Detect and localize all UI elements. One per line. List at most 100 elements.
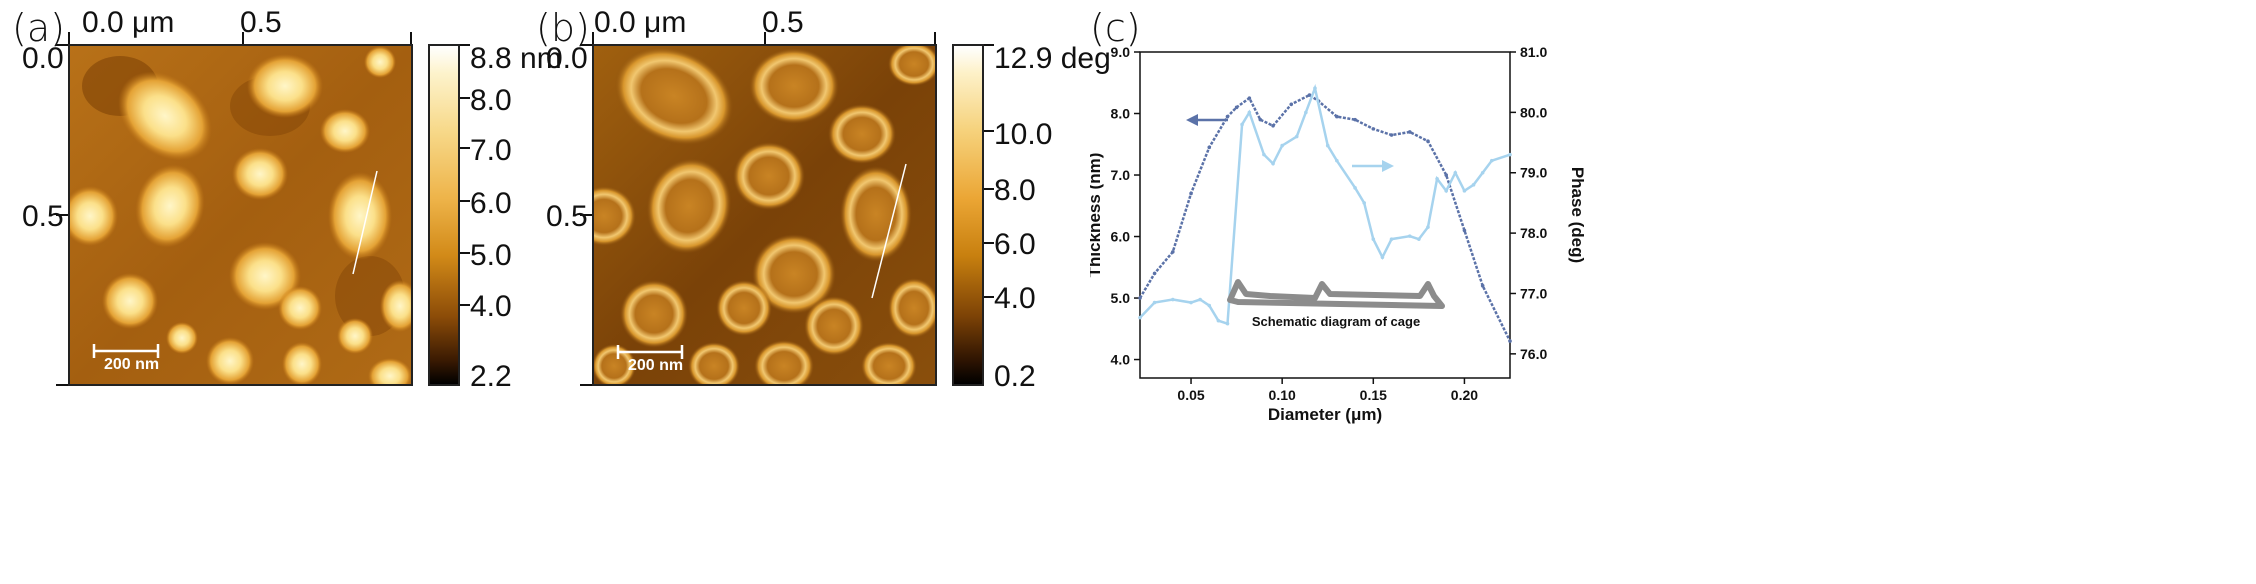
afm-phase-image: 200 nm bbox=[592, 44, 937, 386]
panel-a-left-tick-1: 0.5 bbox=[22, 200, 64, 233]
panel-b-top-tick-1: 0.5 bbox=[762, 6, 804, 39]
data-point-phase bbox=[1198, 297, 1202, 302]
panel-a-tick-mark bbox=[56, 384, 70, 386]
data-point-thickness bbox=[1138, 296, 1142, 300]
series-line-phase bbox=[1139, 83, 1511, 326]
panel-a-tick-mark bbox=[410, 32, 412, 46]
data-point-thickness bbox=[1335, 114, 1339, 119]
data-point-thickness bbox=[1152, 271, 1157, 276]
data-point-thickness bbox=[1207, 145, 1212, 150]
data-point-phase bbox=[1371, 237, 1376, 241]
data-point-phase bbox=[1417, 237, 1421, 241]
panel-b-colorbar bbox=[952, 44, 984, 386]
data-point-thickness bbox=[1371, 127, 1376, 131]
panel-b-colorbar-tick: 0.2 bbox=[994, 360, 1036, 393]
data-point-phase bbox=[1462, 189, 1467, 193]
data-point-thickness bbox=[1353, 117, 1357, 122]
data-point-phase bbox=[1426, 225, 1430, 229]
panel-a-tick-mark bbox=[56, 214, 70, 216]
arrow-right-head-icon bbox=[1382, 160, 1394, 172]
afm-height-image: 200 nm bbox=[68, 44, 413, 386]
y-tick-label: 6.0 bbox=[1111, 229, 1131, 245]
panel-a-tick-mark bbox=[68, 32, 70, 46]
data-point-thickness bbox=[1171, 250, 1175, 254]
data-point-thickness bbox=[1225, 114, 1230, 119]
line-chart: 0.05 0.10 0.15 0.20 4.0 5.0 6.0 7.0 8.0 9.0 76.0 77… bbox=[1085, 0, 2256, 584]
y2-tick-label: 79.0 bbox=[1520, 165, 1547, 181]
panel-a-label: (a) bbox=[12, 6, 65, 50]
panel-a-top-tick-1: 0.5 bbox=[240, 6, 282, 39]
cb-a-tick-mark bbox=[460, 44, 470, 46]
cb-b-tick-mark bbox=[984, 188, 994, 190]
data-point-phase bbox=[1271, 161, 1275, 166]
x-tick-label: 0.10 bbox=[1269, 387, 1296, 403]
data-point-phase bbox=[1508, 152, 1512, 157]
x-axis-label: Diameter (μm) bbox=[1268, 405, 1382, 424]
data-point-phase bbox=[1138, 315, 1142, 320]
data-point-thickness bbox=[1189, 191, 1193, 196]
data-point-phase bbox=[1453, 170, 1458, 175]
panel-b-tick-mark bbox=[580, 44, 594, 46]
panel-b-top-tick-0: 0.0 μm bbox=[594, 6, 687, 39]
cage-annotation: Schematic diagram of cage bbox=[1252, 314, 1420, 329]
data-point-phase bbox=[1471, 183, 1476, 187]
x-tick-label: 0.05 bbox=[1177, 387, 1204, 403]
y-tick-label: 8.0 bbox=[1111, 106, 1131, 122]
data-point-phase bbox=[1444, 189, 1449, 193]
panel-b-tick-mark bbox=[764, 32, 766, 46]
y2-tick-label: 81.0 bbox=[1520, 44, 1547, 60]
panel-b-scalebar-label: 200 nm bbox=[628, 357, 684, 374]
data-point-thickness bbox=[1462, 228, 1467, 233]
y2-axis-label: Phase (deg) bbox=[1568, 167, 1587, 263]
y2-tick-label: 80.0 bbox=[1520, 104, 1547, 120]
panel-a-top-tick-0: 0.0 μm bbox=[82, 6, 175, 39]
y-tick-label: 9.0 bbox=[1111, 44, 1131, 60]
data-point-phase bbox=[1480, 170, 1485, 175]
data-point-thickness bbox=[1508, 339, 1512, 343]
data-point-thickness bbox=[1247, 96, 1252, 100]
y2-tick-label: 78.0 bbox=[1520, 225, 1547, 241]
y-tick-label: 4.0 bbox=[1111, 352, 1131, 368]
cb-a-tick-mark bbox=[460, 97, 470, 99]
data-point-phase bbox=[1294, 134, 1299, 139]
panel-a-colorbar bbox=[428, 44, 460, 386]
panel-b-tick-mark bbox=[592, 32, 594, 46]
data-point-phase bbox=[1489, 158, 1494, 163]
cb-a-tick-mark bbox=[460, 252, 470, 254]
data-point-thickness bbox=[1444, 173, 1449, 177]
data-point-phase bbox=[1225, 321, 1230, 326]
data-point-thickness bbox=[1289, 102, 1294, 107]
cb-b-tick-mark bbox=[984, 130, 994, 132]
cb-a-tick-mark bbox=[460, 304, 470, 306]
cb-a-tick-mark bbox=[460, 200, 470, 202]
data-point-phase bbox=[1207, 303, 1212, 308]
data-point-thickness bbox=[1234, 105, 1239, 110]
cb-b-tick-mark bbox=[984, 296, 994, 298]
panel-b-colorbar-tick: 4.0 bbox=[994, 282, 1036, 315]
panel-b-colorbar-tick: 6.0 bbox=[994, 228, 1036, 261]
panel-b-label: (b) bbox=[536, 6, 590, 50]
panel-c-label: (c) bbox=[1090, 6, 1141, 50]
panel-b-tick-mark bbox=[934, 32, 936, 46]
panel-b-colorbar-max: 12.9 deg bbox=[994, 42, 1111, 75]
panel-b-colorbar-tick: 10.0 bbox=[994, 118, 1053, 151]
cage-schematic-icon bbox=[1227, 279, 1445, 309]
data-point-phase bbox=[1325, 143, 1330, 148]
data-point-phase bbox=[1389, 237, 1394, 241]
panel-a-colorbar-tick: 8.0 bbox=[470, 84, 512, 117]
panel-a-colorbar-tick: 7.0 bbox=[470, 134, 512, 167]
y-tick-label: 7.0 bbox=[1111, 167, 1131, 183]
x-tick-label: 0.15 bbox=[1360, 387, 1387, 403]
panel-a-colorbar-tick: 2.2 bbox=[470, 360, 512, 393]
cb-a-tick-mark bbox=[460, 147, 470, 149]
data-point-phase bbox=[1152, 300, 1157, 305]
data-point-thickness bbox=[1271, 124, 1275, 128]
data-point-thickness bbox=[1389, 133, 1394, 137]
x-tick-label: 0.20 bbox=[1451, 387, 1478, 403]
y2-tick-label: 77.0 bbox=[1520, 285, 1547, 301]
panel-a-scalebar-label: 200 nm bbox=[104, 356, 160, 373]
data-point-phase bbox=[1216, 318, 1221, 323]
data-point-phase bbox=[1189, 300, 1193, 305]
data-point-phase bbox=[1280, 143, 1284, 148]
panel-a-colorbar-tick: 5.0 bbox=[470, 239, 512, 272]
